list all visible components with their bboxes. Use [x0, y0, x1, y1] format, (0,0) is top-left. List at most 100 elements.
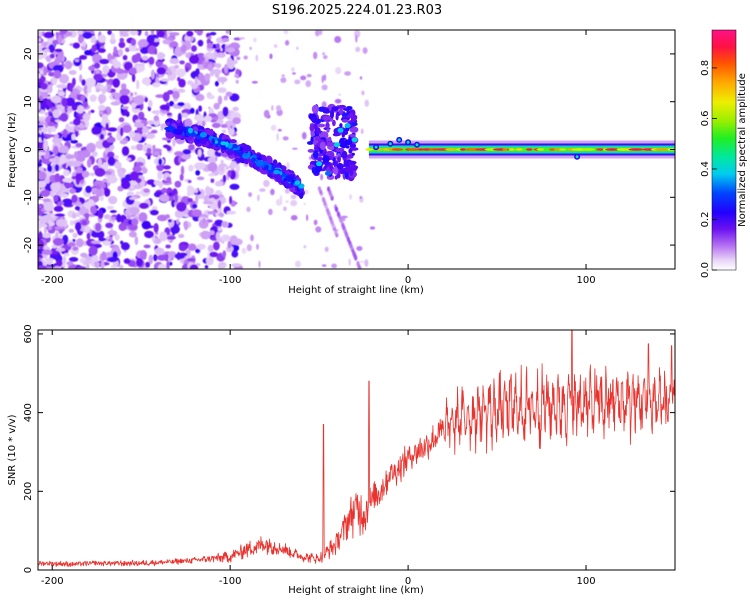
spectrogram-cell: [145, 152, 153, 157]
spectrogram-cell: [65, 123, 70, 131]
spectrogram-cell: [146, 133, 156, 140]
spectrogram-cell: [339, 218, 343, 224]
spectrogram-cell: [190, 82, 198, 89]
spectrogram-cell: [338, 104, 347, 109]
spectrogram-cell: [359, 196, 363, 199]
spectrogram-cell: [81, 220, 88, 226]
spectrogram-cell: [82, 101, 89, 109]
spectrogram-cell: [325, 122, 330, 129]
spectrogram-cell: [47, 127, 52, 134]
spectrogram-cell: [141, 220, 151, 230]
spectrogram-cell: [355, 46, 361, 53]
spectrogram-cell: [250, 234, 254, 242]
spectrogram-cell: [38, 101, 41, 111]
spectrogram-cell: [59, 145, 69, 154]
spectrogram-cell: [349, 194, 353, 200]
spectrogram-cell: [356, 246, 363, 251]
spectrogram-cell: [232, 106, 239, 112]
spectrogram-cell: [101, 127, 107, 131]
spectrogram-cell: [114, 161, 122, 170]
spectrogram-cell: [292, 72, 296, 75]
spectrogram-cell: [165, 244, 171, 249]
spectrogram-cell: [45, 213, 52, 222]
colorbar-tick-label: 0.0: [700, 262, 711, 278]
spectrogram-cell: [143, 244, 151, 249]
snr-x-ticks: -200 -100 0 100: [41, 330, 596, 587]
spectrogram-cell: [212, 116, 219, 121]
spectrogram-cell: [269, 53, 273, 60]
spectrogram-cell: [141, 55, 149, 61]
spectrogram-cell: [207, 36, 212, 39]
spectrogram-cell: [167, 126, 176, 130]
carrier-line: [365, 136, 675, 160]
spectrogram-cell: [193, 188, 199, 194]
spectrogram-cell: [193, 138, 202, 144]
spectrogram-cell: [228, 127, 235, 136]
spectrogram-cell: [135, 161, 144, 167]
spectrogram-cell: [121, 180, 131, 190]
spectrogram-cell: [38, 62, 44, 69]
spectrogram-cell: [255, 54, 259, 62]
spectrogram-cell: [197, 162, 206, 169]
spectrogram-cell: [220, 141, 227, 146]
spectrogram-cell: [129, 30, 139, 36]
spectrogram-cell: [193, 30, 199, 33]
spectrogram-cell: [348, 258, 351, 266]
spectrogram-cell: [229, 196, 233, 204]
spectrogram-cell: [159, 231, 168, 242]
spectrogram-cell: [40, 189, 51, 197]
spectrogram-cell: [207, 251, 210, 260]
spectrogram-y-tick-label: 10: [23, 95, 34, 108]
spectrogram-cell: [291, 67, 295, 72]
spectrogram-cell: [195, 68, 200, 73]
spectrogram-cell: [91, 254, 99, 263]
spectrogram-cell: [181, 112, 189, 118]
spectrogram-cell: [382, 148, 391, 151]
spectrogram-cell: [73, 151, 79, 159]
spectrogram-cell: [311, 104, 319, 114]
spectrogram-cell: [134, 91, 138, 96]
spectrogram-cell: [95, 188, 103, 198]
spectrogram-cell: [160, 123, 164, 131]
spectrogram-cell: [323, 201, 327, 206]
spectrogram-cell: [336, 162, 344, 170]
spectrogram-cell: [316, 123, 326, 128]
spectrogram-cell: [322, 52, 326, 56]
spectrogram-cell: [285, 175, 294, 182]
spectrogram-cell: [345, 233, 349, 239]
spectrogram-cell: [112, 60, 122, 69]
spectrogram-cell: [107, 230, 118, 236]
spectrogram-cell: [76, 105, 84, 114]
spectrogram-cell: [215, 48, 226, 53]
spectrogram-cell: [202, 201, 214, 205]
spectrogram-cell: [334, 206, 338, 212]
colorbar-frame: [711, 29, 737, 271]
spectrogram-cell: [231, 144, 238, 149]
spectrogram-cell: [138, 212, 148, 222]
colorbar-tick-label: 0.4: [700, 161, 711, 177]
spectrogram-cell: [180, 44, 187, 53]
spectrogram-cell: [202, 120, 205, 128]
spectrogram-cell: [71, 104, 78, 111]
spectrogram-cell: [82, 113, 91, 122]
spectrogram-cell: [273, 44, 278, 48]
spectrogram-cell: [86, 86, 92, 94]
spectrogram-cell: [118, 264, 124, 269]
spectrogram-cell: [178, 155, 182, 164]
spectrogram-cell: [515, 148, 523, 151]
spectrogram-cell: [202, 217, 206, 224]
spectrogram-cell: [72, 77, 76, 86]
spectrogram-cell: [277, 128, 282, 132]
spectrogram-cell: [206, 42, 213, 49]
spectrogram-cell: [85, 185, 92, 194]
spectrogram-cell: [284, 188, 290, 194]
spectrogram-cell: [294, 180, 301, 185]
spectrogram-cell: [63, 253, 70, 257]
colorbar-gradient: [712, 30, 736, 270]
spectrogram-cell: [166, 176, 172, 184]
spectrogram-cell: [75, 143, 83, 148]
colorbar-tick-label: 0.2: [700, 212, 711, 228]
spectrogram-cell: [102, 162, 109, 171]
spectrogram-cell: [216, 52, 226, 58]
spectrogram-cell: [207, 211, 216, 215]
